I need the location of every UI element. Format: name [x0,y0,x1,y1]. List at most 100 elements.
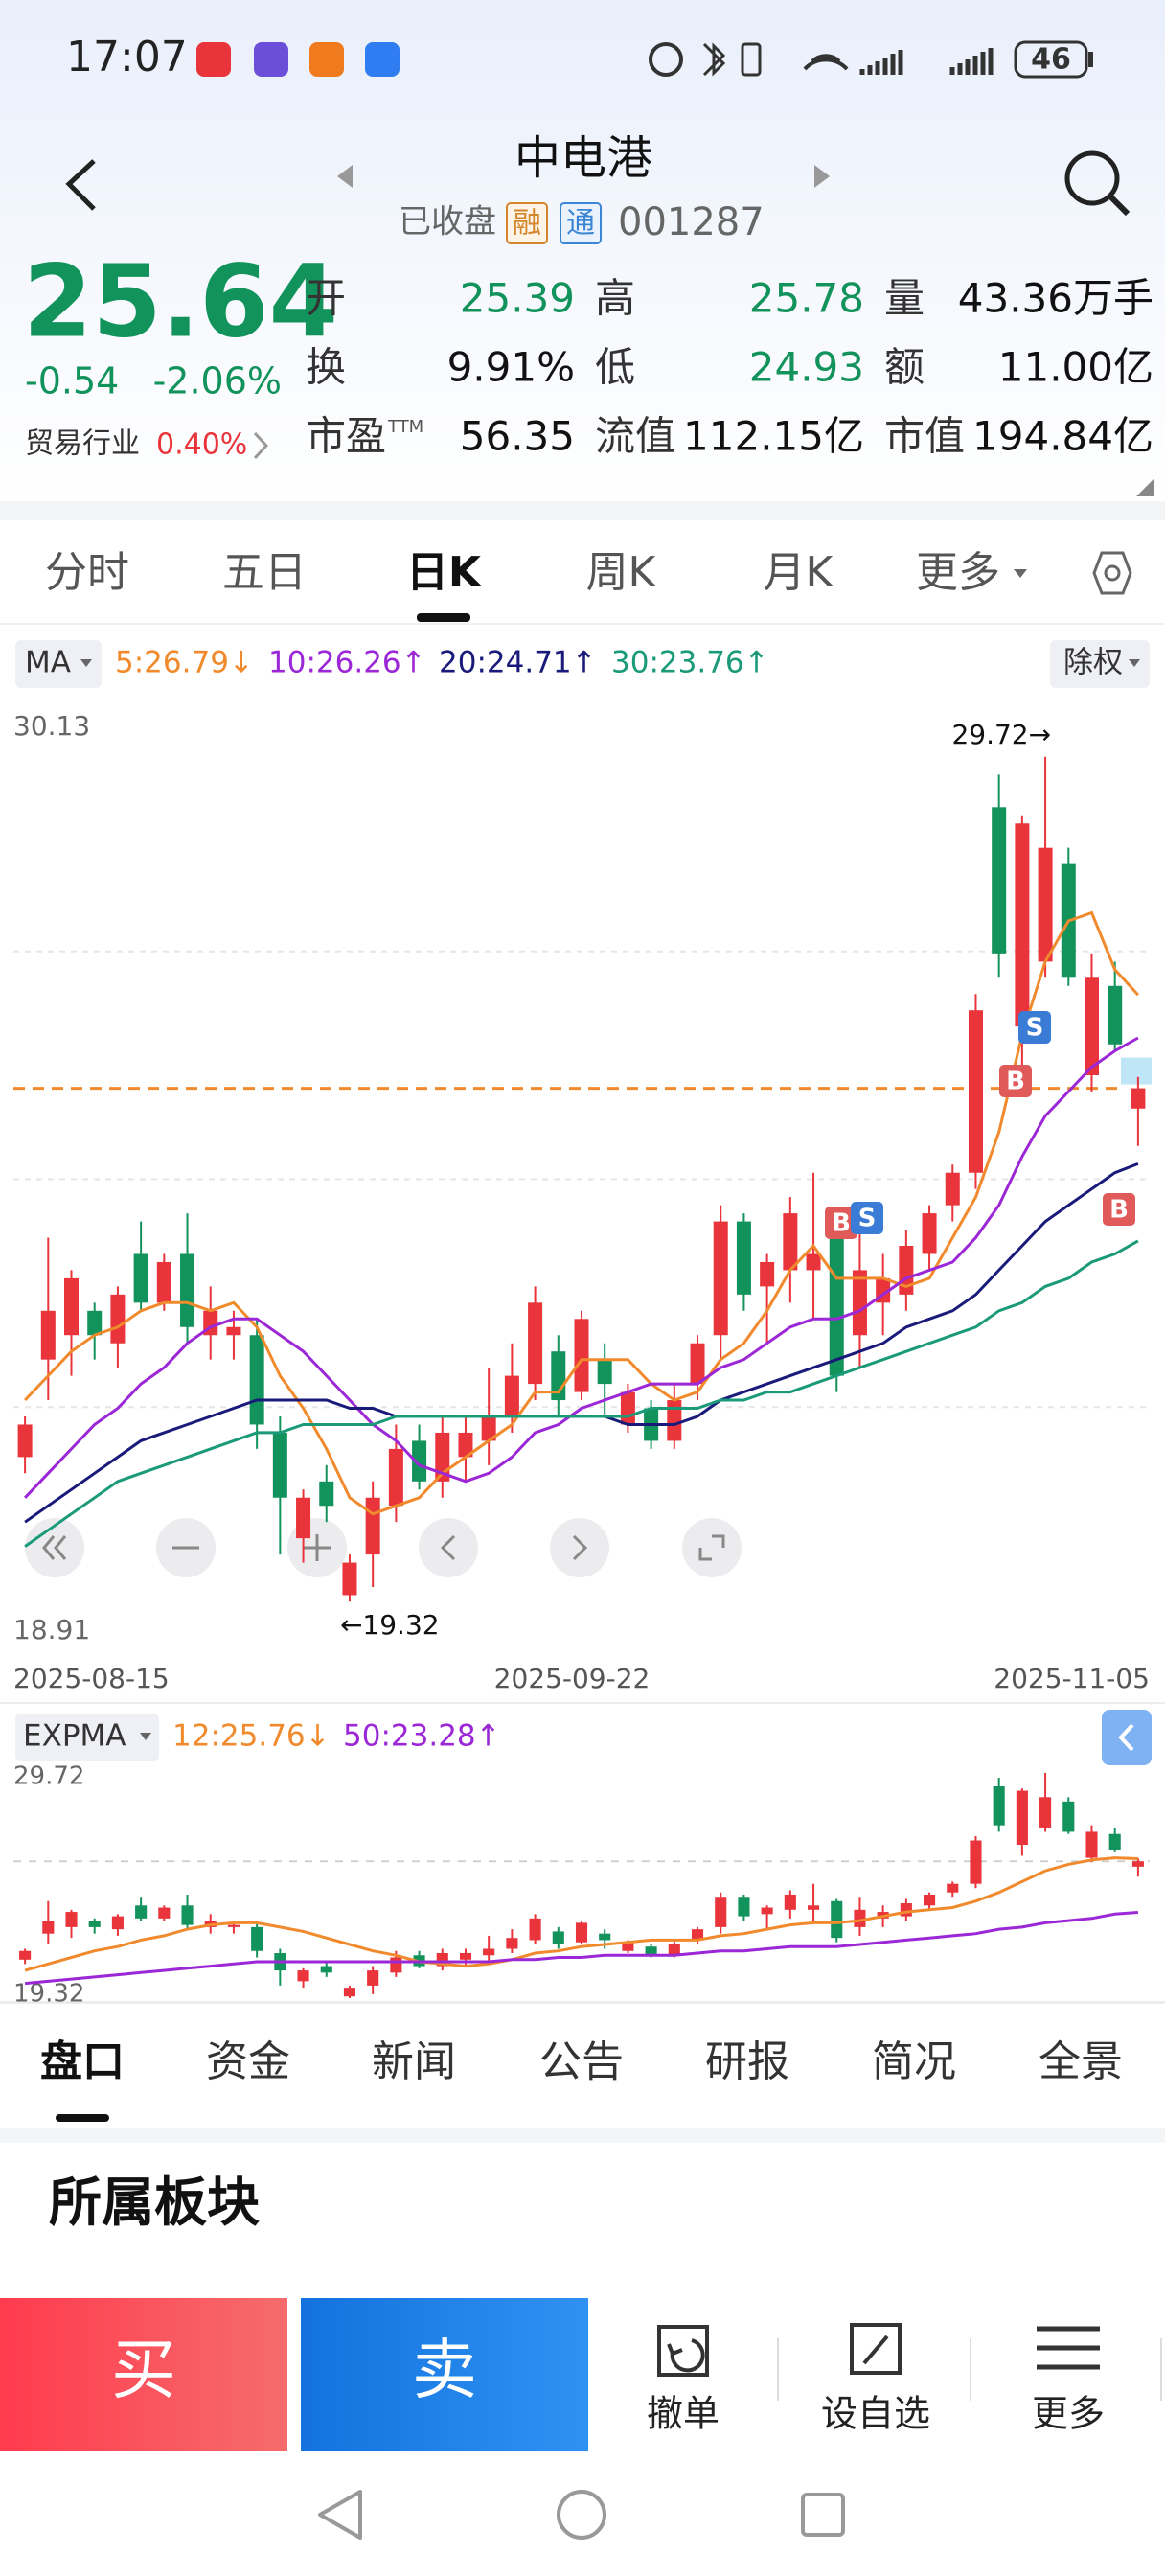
candle-body [667,1400,682,1441]
info-tab[interactable]: 研报 [705,2037,789,2086]
period-tab[interactable]: 月K [764,548,834,597]
candle-body [459,1953,472,1960]
buy-label: 买 [111,2334,176,2409]
nav-recent[interactable] [801,2493,845,2537]
info-tab[interactable]: 全景 [1039,2037,1123,2086]
search-handle [1108,194,1131,217]
candle-body [296,1497,311,1539]
trade-marker-label: S [858,1205,877,1233]
period-tab[interactable]: 周K [586,548,657,597]
expand-corner[interactable] [1136,479,1154,496]
candle-body [1016,1790,1028,1846]
stat-value: 11.00亿 [998,344,1154,391]
status-time: 17:07 [66,33,188,81]
candle-body [690,1343,705,1385]
candle-body [226,1326,241,1336]
info-tab[interactable]: 资金 [206,2037,290,2086]
period-tab[interactable]: 五日 [222,548,307,597]
section-title: 所属板块 [49,2172,260,2233]
market-status: 已收盘 [399,203,496,242]
indicator-select[interactable] [15,1714,159,1761]
collapse-tab[interactable] [1102,1710,1152,1765]
info-tab[interactable]: 简况 [872,2037,956,2086]
next-stock[interactable] [814,165,830,188]
candle-body [552,1931,564,1944]
legend-entry: 30:23.76↑ [611,646,769,680]
period-tab[interactable]: 日K [406,548,483,597]
search-button[interactable] [1064,150,1120,206]
indicator-line [24,1911,1139,1986]
stat-value: 24.93 [749,344,864,391]
info-tab[interactable]: 公告 [539,2037,624,2086]
candle-body [135,1905,148,1919]
trade-marker[interactable] [1018,1011,1051,1044]
indicator-select[interactable] [15,640,102,688]
candle-body [945,1172,960,1206]
low-annotation: ←19.32 [340,1609,440,1641]
candle-body [320,1966,332,1973]
period-tab[interactable]: 分时 [45,548,129,597]
industry-arrow[interactable] [253,431,269,460]
stat-value: 56.35 [460,413,575,460]
candle-body [738,1897,750,1917]
trade-marker[interactable] [999,1065,1032,1097]
settings-button[interactable] [1092,551,1132,595]
candle-body [483,1948,495,1956]
sell-button[interactable] [301,2298,588,2451]
stat-label: 开 [306,275,346,322]
info-tab[interactable]: 盘口 [40,2037,125,2086]
candle-body [1108,985,1123,1045]
nav-home[interactable] [557,2490,606,2540]
trade-marker[interactable] [1103,1193,1135,1226]
dropdown-arrow [1129,659,1140,667]
adjust-select[interactable] [1050,640,1150,688]
legend-entry: 12:25.76↓ [172,1719,331,1754]
candle-body [481,1415,496,1441]
nav-back[interactable] [318,2490,362,2540]
sell-label: 卖 [412,2334,477,2409]
tab-more-arrow [1014,569,1027,578]
move-left[interactable] [419,1518,478,1577]
prev-stock[interactable] [337,165,353,188]
candle-body [1131,1088,1146,1109]
trade-marker[interactable] [851,1202,883,1234]
candle-body [760,1261,775,1287]
candle-body [504,1375,519,1416]
adjust-name[interactable]: 除权 [1063,646,1123,680]
alarm-icon [649,42,683,77]
candle-body [1084,978,1099,1076]
candle-body [251,1926,263,1951]
chart-controls [25,1518,742,1577]
candle-body [622,1942,634,1951]
stat-label-sup: TTM [387,417,423,437]
stat-value: 9.91% [447,344,575,391]
period-tab[interactable]: 更多 [916,548,1000,597]
collapse-arrow [1118,1723,1134,1752]
move-right[interactable] [550,1518,609,1577]
candle-body [947,1883,959,1893]
info-tab[interactable]: 新闻 [372,2037,456,2086]
buy-button[interactable] [0,2298,287,2451]
stat-label: 市值 [884,413,965,460]
action-label[interactable]: 更多 [1032,2393,1105,2435]
dropdown-arrow [140,1733,151,1740]
candle-body [180,1254,195,1327]
stat-label: 流值 [595,413,675,460]
candle-body [528,1302,543,1385]
candle-body [390,1957,402,1973]
stat-value: 25.78 [749,275,864,322]
indicator-name[interactable]: EXPMA [23,1719,126,1754]
trade-marker[interactable] [825,1207,857,1239]
action-label[interactable]: 撤单 [647,2393,720,2435]
separator [0,501,1165,520]
x-tick-label: 2025-11-05 [994,1663,1150,1694]
fullscreen[interactable] [682,1518,742,1577]
indicator-name[interactable]: MA [25,646,71,680]
candle-body [854,1909,866,1927]
stat-value: 112.15亿 [683,413,864,460]
battery-icon [1014,40,1088,79]
candle-body [110,1294,126,1344]
action-label[interactable]: 设自选 [821,2393,930,2435]
back-button[interactable] [65,159,96,211]
